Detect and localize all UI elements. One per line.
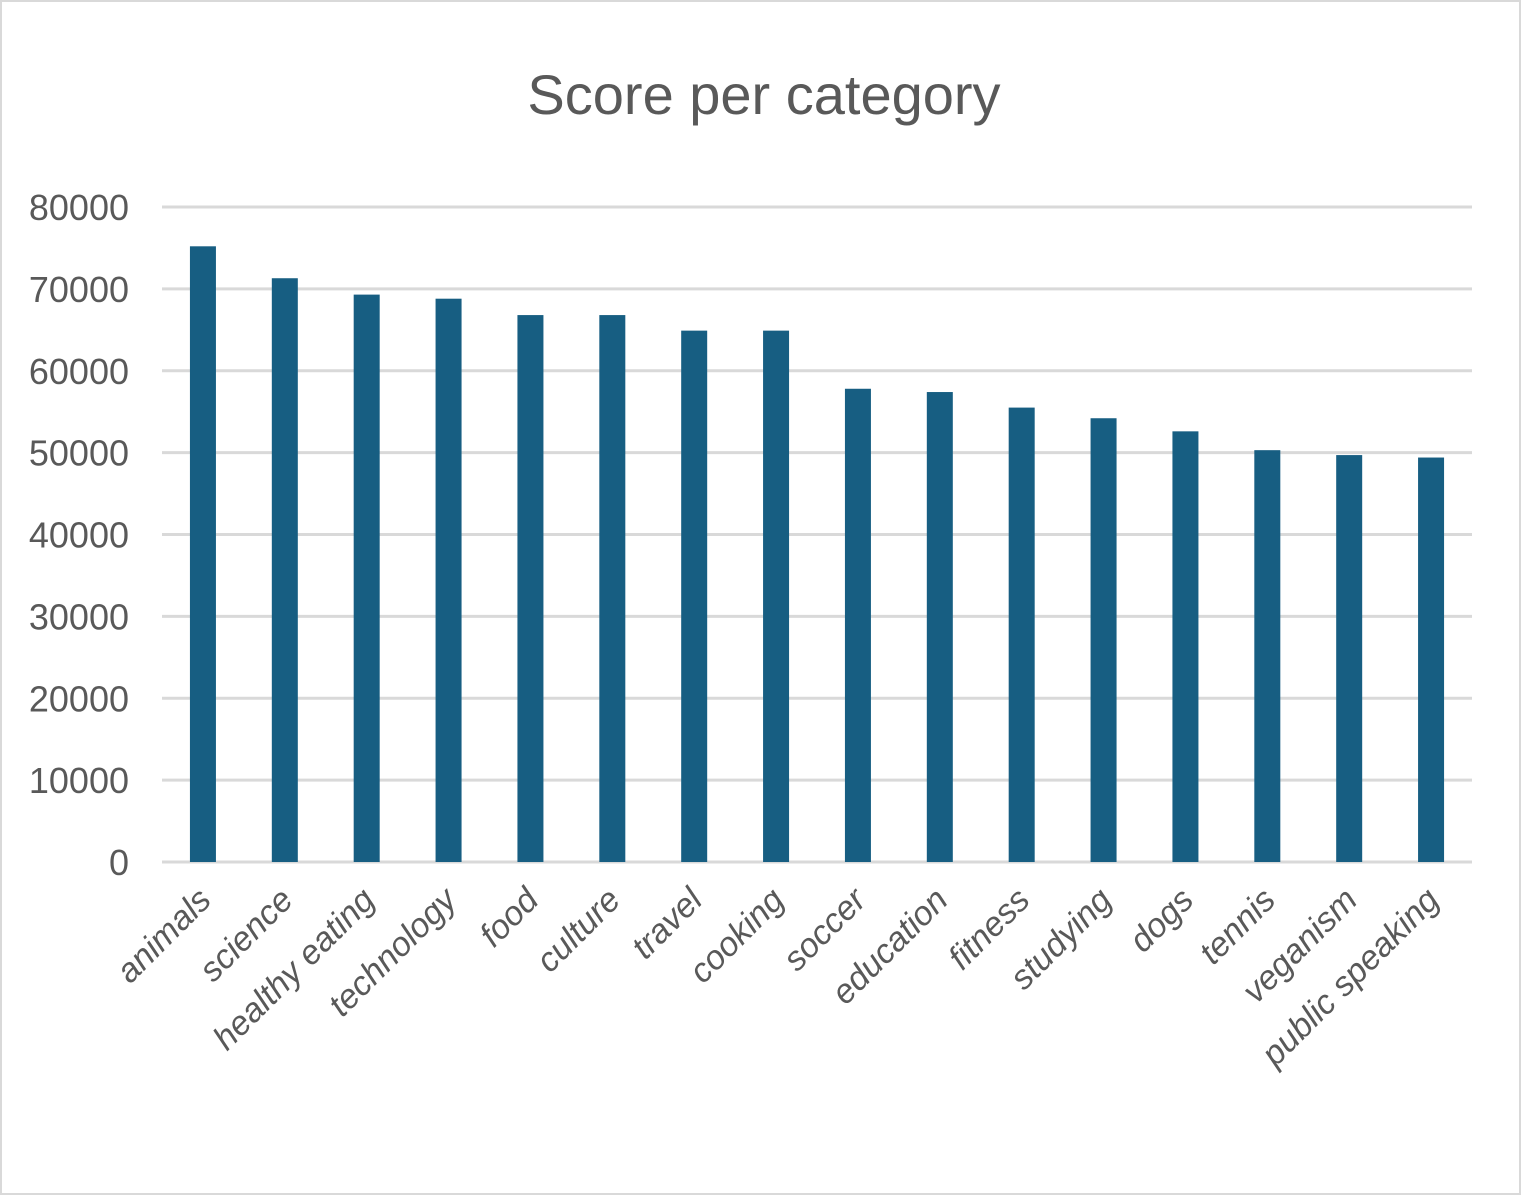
gridlines bbox=[162, 205, 1472, 864]
bar-soccer bbox=[844, 388, 871, 862]
y-tick-label: 20000 bbox=[29, 678, 129, 719]
bar-dogs bbox=[1172, 431, 1199, 862]
bar-culture bbox=[599, 315, 626, 862]
bar-veganism bbox=[1336, 455, 1363, 862]
bar-fitness bbox=[1008, 407, 1035, 862]
x-tick-label: dogs bbox=[1122, 881, 1201, 960]
bar-tennis bbox=[1254, 450, 1281, 862]
y-tick-label: 60000 bbox=[29, 351, 129, 392]
bar-travel bbox=[681, 330, 708, 863]
bar-cooking bbox=[763, 330, 790, 863]
bar-studying bbox=[1090, 418, 1117, 862]
y-tick-label: 10000 bbox=[29, 760, 129, 801]
y-axis-ticks: 0 10000 20000 30000 40000 50000 60000 70000 8000… bbox=[29, 187, 129, 883]
y-tick-label: 0 bbox=[109, 842, 129, 883]
x-tick-label: food bbox=[472, 880, 546, 954]
bars bbox=[189, 246, 1445, 863]
x-tick-label: animals bbox=[109, 881, 219, 991]
y-tick-label: 40000 bbox=[29, 515, 129, 556]
x-tick-label: culture bbox=[529, 881, 628, 980]
bar-science bbox=[271, 278, 298, 862]
chart-title: Score per category bbox=[527, 63, 1000, 126]
y-tick-label: 70000 bbox=[29, 269, 129, 310]
bar-public-speaking bbox=[1418, 457, 1445, 862]
y-tick-label: 80000 bbox=[29, 187, 129, 228]
bar-healthy-eating bbox=[353, 294, 380, 862]
bar-education bbox=[926, 392, 953, 862]
bar-technology bbox=[435, 298, 462, 862]
y-tick-label: 50000 bbox=[29, 433, 129, 474]
y-tick-label: 30000 bbox=[29, 596, 129, 637]
bar-food bbox=[517, 315, 544, 862]
bar-animals bbox=[189, 246, 216, 863]
